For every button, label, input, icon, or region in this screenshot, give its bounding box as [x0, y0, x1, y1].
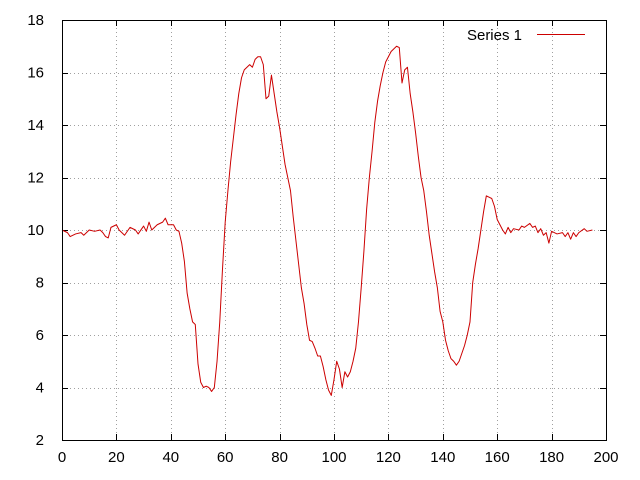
grid-lines [62, 20, 606, 440]
x-tick-label: 40 [162, 449, 179, 466]
y-tick-label: 18 [27, 12, 44, 29]
x-tick-label: 100 [321, 449, 346, 466]
x-tick-label: 60 [217, 449, 234, 466]
x-tick-label: 120 [376, 449, 401, 466]
x-tick-label: 180 [539, 449, 564, 466]
x-tick-label: 80 [271, 449, 288, 466]
legend-label-series-1: Series 1 [467, 27, 522, 44]
series-layer [61, 45, 593, 396]
x-tick-label: 140 [430, 449, 455, 466]
series-line-1 [61, 45, 593, 396]
x-tick-label: 200 [593, 449, 618, 466]
y-tick-label: 10 [27, 222, 44, 239]
y-tick-label: 14 [27, 117, 44, 134]
y-tick-label: 2 [36, 432, 44, 449]
legend: Series 1 [467, 27, 585, 44]
tick-labels: 0 20 40 60 80 100 120 140 160 180 200 2 4 6 8 10 12 14 16 1… [27, 12, 618, 466]
plot-border [62, 20, 607, 441]
x-tick-label: 160 [485, 449, 510, 466]
x-tick-label: 20 [108, 449, 125, 466]
y-tick-label: 8 [36, 275, 44, 292]
y-tick-label: 12 [27, 170, 44, 187]
y-tick-label: 6 [36, 327, 44, 344]
x-tick-label: 0 [58, 449, 66, 466]
y-tick-label: 4 [36, 380, 44, 397]
y-tick-label: 16 [27, 65, 44, 82]
